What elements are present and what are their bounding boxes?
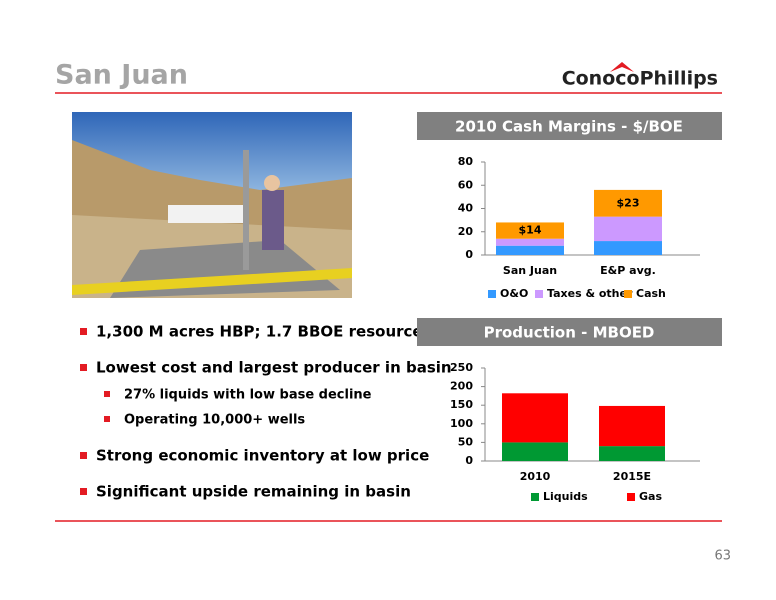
bullet-text: Significant upside remaining in basin (96, 483, 411, 501)
bar-segment (502, 442, 568, 461)
bar-segment (599, 405, 665, 447)
y-tick-label: 0 (465, 454, 473, 467)
legend-swatch (624, 290, 632, 298)
x-tick-label: E&P avg. (600, 264, 656, 277)
bar-segment (502, 393, 568, 443)
y-tick-label: 100 (450, 417, 473, 430)
legend-swatch (627, 493, 635, 501)
slide-title: San Juan (55, 60, 188, 91)
y-tick-label: 20 (458, 225, 474, 238)
bar-segment (599, 446, 665, 461)
bar-segment (496, 245, 564, 255)
y-tick-label: 80 (458, 155, 474, 168)
photo (72, 112, 352, 298)
bullet-text: Operating 10,000+ wells (124, 413, 305, 428)
x-tick-label: San Juan (503, 264, 557, 277)
y-tick-label: 0 (465, 248, 473, 261)
value-label: $14 (519, 224, 542, 237)
bullet-marker (104, 391, 110, 397)
y-tick-label: 150 (450, 398, 473, 411)
x-tick-label: 2010 (520, 470, 551, 483)
y-tick-label: 250 (450, 361, 473, 374)
y-tick-label: 60 (458, 178, 474, 191)
bullet-marker (104, 416, 110, 422)
logo: ConocoPhillips (562, 68, 718, 90)
chart-title: Production - MBOED (484, 324, 655, 342)
legend-swatch (535, 290, 543, 298)
bullet-text: 1,300 M acres HBP; 1.7 BBOE resource (96, 323, 423, 341)
legend-swatch (488, 290, 496, 298)
value-label: $23 (617, 196, 640, 209)
bullet-marker (80, 328, 87, 335)
y-tick-label: 200 (450, 380, 473, 393)
y-tick-label: 50 (458, 435, 474, 448)
page-number: 63 (714, 549, 731, 564)
legend-label: Cash (636, 287, 666, 300)
chart-header (417, 112, 722, 140)
bullet-text: 27% liquids with low base decline (124, 388, 372, 403)
legend-label: Gas (639, 490, 662, 503)
legend-swatch (531, 493, 539, 501)
bullet-text: Lowest cost and largest producer in basi… (96, 359, 452, 377)
bar-segment (496, 238, 564, 246)
bar-segment (594, 189, 662, 217)
x-tick-label: 2015E (613, 470, 651, 483)
legend-label: Liquids (543, 490, 588, 503)
logo-icon (610, 62, 634, 72)
chart-header (417, 318, 722, 346)
chart-title: 2010 Cash Margins - $/BOE (455, 118, 683, 136)
bullet-marker (80, 488, 87, 495)
legend-label: Taxes & other (547, 287, 633, 300)
bullet-text: Strong economic inventory at low price (96, 447, 429, 465)
bar-segment (594, 241, 662, 255)
bar-segment (496, 222, 564, 239)
legend-label: O&O (500, 287, 528, 300)
y-tick-label: 40 (458, 202, 474, 215)
bar-segment (594, 216, 662, 242)
bullet-marker (80, 364, 87, 371)
bullet-marker (80, 452, 87, 459)
